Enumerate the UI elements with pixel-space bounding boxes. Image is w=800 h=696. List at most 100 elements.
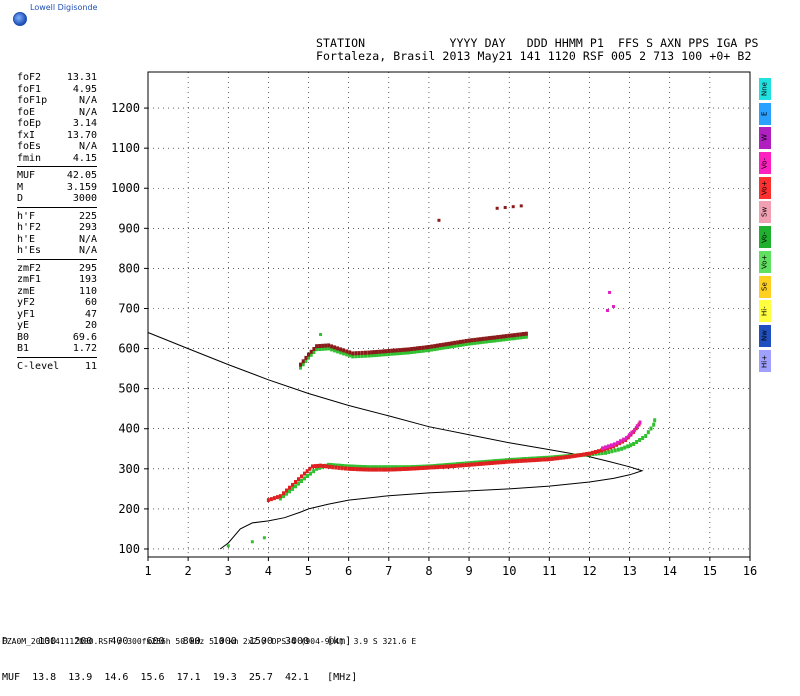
x-mode-echo [344,464,348,469]
o-mode-echo [381,467,385,472]
param-label: C-level [17,360,60,372]
o-mode-echo [282,491,285,496]
o-mode-echo [573,453,577,458]
upper-echo-o [401,347,405,352]
o-mode-echo [490,461,494,465]
o-mode-echo [473,462,477,467]
x-mode-echo [361,465,365,469]
param-label: h'F [17,210,36,222]
upper-echo-o [496,335,500,340]
upper-echo-o [318,344,322,348]
param-value: 4.95 [72,83,97,95]
param-row: foEs N/A [17,141,97,153]
high-freq-echo [601,446,604,451]
y-tick-label: 500 [118,382,140,396]
high-freq-echo [630,430,634,435]
x-mode-echo [390,465,394,470]
upper-echo-o [510,333,514,338]
x-tick-label: 2 [185,564,192,578]
upper-echo-x [459,342,462,347]
x-mode-echo [306,474,309,478]
x-mode-echo [303,476,306,481]
param-row: h'F2 293 [17,222,97,234]
x-mode-echo [318,465,322,470]
legend-swatch: W [759,127,771,150]
x-mode-echo [338,463,342,468]
x-tick-label: 3 [225,564,232,578]
x-mode-echo [355,464,359,469]
x-mode-echo [384,465,388,470]
o-mode-echo [444,464,448,469]
param-separator [17,206,97,208]
upper-echo-o [493,335,497,340]
upper-echo-x [390,351,394,356]
x-mode-echo [646,430,650,435]
upper-echo-o [441,342,445,347]
upper-echo-o [307,352,310,357]
x-mode-echo [629,443,633,448]
x-mode-echo [649,426,653,431]
upper-echo-x [516,335,520,340]
upper-echo-x [453,343,457,348]
upper-echo-o [479,337,482,342]
upper-echo-x [473,340,477,345]
o-mode-echo [441,464,445,469]
legend-swatch: Vo+ [759,250,771,273]
param-value: N/A [78,106,97,118]
upper-echo-x [401,350,405,355]
param-value: 193 [78,274,97,285]
upper-echo-o [513,333,517,338]
upper-echo-x [444,345,448,350]
upper-echo-x [524,334,528,339]
o-mode-echo [545,457,548,462]
upper-echo-x [398,351,402,356]
upper-echo-o [381,349,385,354]
x-tick-label: 14 [663,564,677,578]
o-mode-echo [484,461,488,466]
o-mode-echo [393,467,396,472]
x-mode-echo [652,422,656,427]
o-mode-echo [427,465,431,470]
o-mode-echo [418,466,422,471]
o-mode-echo [344,466,347,471]
x-mode-echo [294,484,297,489]
o-mode-echo [496,460,500,465]
param-row: foF1p N/A [17,95,97,107]
upper-echo-x [438,346,442,351]
o-mode-echo [527,458,531,463]
upper-echo-x [427,348,431,352]
o-mode-echo [550,456,554,461]
o-mode-echo [322,464,326,468]
upper-echo-o [404,347,408,352]
upper-echo-x [395,351,399,356]
high-freq-echo [638,420,642,425]
o-mode-echo [316,463,320,468]
upper-echo-x [333,348,337,353]
high-freq-echo [622,437,626,442]
o-mode-echo [553,456,557,461]
upper-echo-x [304,358,308,363]
o-mode-echo [303,471,306,476]
x-mode-echo [330,463,333,467]
param-row: foF1 4.95 [17,84,97,96]
param-label: h'E [17,233,36,245]
header-line-2: Fortaleza, Brasil 2013 May21 141 1120 RS… [316,49,752,63]
o-mode-echo [597,449,600,454]
upper-echo-o [336,346,340,351]
ionogram-plot: 1 2 3 4 5 6 7 8 9 10 11 12 13 14 15 1610020030040050060… [111,71,757,578]
o-mode-echo [291,482,294,487]
x-mode-echo [288,489,291,494]
x-tick-label: 1 [144,564,151,578]
upper-echo-o [504,334,508,339]
upper-echo-x [507,336,511,341]
upper-echo-x [456,343,460,348]
param-row: B1 1.72 [17,343,97,355]
upper-echo-x [354,354,358,359]
x-mode-echo [638,438,642,442]
x-mode-echo [373,465,376,470]
param-row: foE N/A [17,107,97,119]
x-mode-echo [285,491,288,496]
o-mode-echo [591,450,594,455]
o-mode-echo [533,458,537,463]
o-mode-echo [504,459,508,464]
